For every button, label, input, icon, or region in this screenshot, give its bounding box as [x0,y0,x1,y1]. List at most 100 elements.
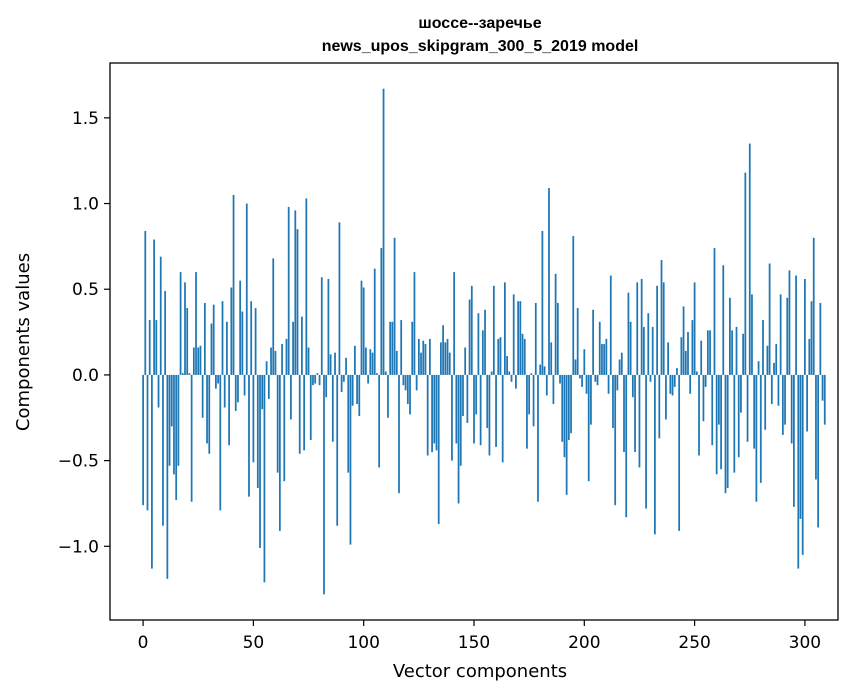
bar-50 [252,374,255,463]
x-tick-label: 100 [347,633,379,653]
bar-202 [587,374,590,482]
bar-309 [823,374,826,425]
bar-258 [711,374,714,446]
bar-297 [797,374,800,569]
bar-79 [316,373,319,375]
bar-66 [287,206,290,375]
x-tick-label: 200 [568,633,600,653]
bar-13 [170,374,173,427]
bar-146 [464,347,467,375]
bar-3 [148,320,151,375]
bar-303 [810,301,813,375]
bar-83 [325,374,328,398]
bar-272 [742,333,745,375]
bar-212 [609,275,612,375]
bar-155 [484,309,486,375]
bar-196 [574,359,577,375]
bar-104 [371,352,374,375]
bar-175 [528,374,531,415]
bar-189 [559,374,561,384]
y-tick-label: 0.0 [72,366,99,386]
bar-168 [512,294,515,375]
bar-186 [552,374,555,405]
bar-271 [740,374,742,413]
bar-192 [565,374,568,495]
bar-27 [201,374,204,418]
bar-151 [475,374,478,415]
bar-145 [462,374,464,417]
bar-15 [175,374,178,501]
bar-242 [676,368,678,375]
bar-254 [702,374,705,422]
bar-37 [223,374,226,408]
bar-108 [380,248,383,375]
y-tick-label: 1.0 [72,195,99,215]
bar-221 [629,321,632,375]
bar-131 [431,374,433,453]
bar-111 [387,374,389,418]
bar-154 [481,330,484,375]
bar-169 [515,374,517,389]
bar-121 [409,374,411,415]
bar-71 [298,374,301,454]
bar-23 [192,347,195,375]
bar-41 [232,194,235,375]
bar-285 [770,374,773,405]
x-tick-label: 150 [458,633,490,653]
bar-105 [373,268,376,375]
bar-172 [521,333,524,375]
bar-130 [429,338,431,375]
bar-118 [402,374,405,386]
bar-239 [669,374,672,394]
bar-214 [614,374,617,506]
bar-241 [673,374,676,387]
bar-283 [766,345,769,375]
bar-138 [446,338,449,375]
bar-7 [157,374,160,408]
bar-63 [281,344,283,375]
bar-298 [799,374,802,519]
bar-32 [212,304,215,375]
bar-177 [532,374,535,427]
bar-69 [294,210,297,375]
bar-26 [199,345,202,375]
bar-74 [305,198,308,375]
bar-21 [188,373,191,375]
bar-261 [717,374,720,425]
bar-149 [470,285,473,375]
bar-164 [504,282,506,375]
bar-68 [292,321,294,375]
bar-93 [347,374,350,473]
bar-281 [762,320,764,375]
bar-308 [821,374,824,401]
bar-128 [424,344,427,375]
bar-18 [181,373,184,375]
bar-67 [290,374,292,420]
bar-237 [665,374,667,420]
bars-group [142,88,826,595]
bar-274 [746,374,749,442]
bar-280 [759,374,762,483]
bar-166 [508,371,511,375]
bar-197 [576,308,579,375]
bar-199 [581,374,583,387]
bar-152 [477,313,480,375]
bar-167 [510,374,513,382]
bar-184 [548,188,550,375]
bar-276 [751,294,753,375]
bar-286 [773,362,775,375]
bar-259 [713,248,716,375]
bar-31 [210,323,213,375]
bar-94 [349,374,352,545]
bar-230 [649,374,652,382]
bar-115 [395,350,398,375]
bar-185 [550,342,553,375]
bar-264 [724,374,727,494]
bar-220 [627,292,630,375]
y-tick-label: 0.5 [72,280,99,300]
bar-96 [353,345,356,375]
bar-54 [261,374,264,410]
bar-243 [678,374,681,531]
bar-159 [492,285,495,375]
bar-42 [234,374,237,411]
